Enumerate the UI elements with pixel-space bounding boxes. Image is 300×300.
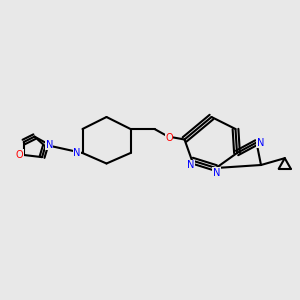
Text: N: N (187, 160, 194, 170)
Text: N: N (74, 148, 81, 158)
Text: N: N (213, 167, 220, 178)
Text: N: N (257, 137, 264, 148)
Text: O: O (165, 133, 173, 143)
Text: N: N (46, 140, 53, 150)
Text: O: O (16, 150, 24, 160)
